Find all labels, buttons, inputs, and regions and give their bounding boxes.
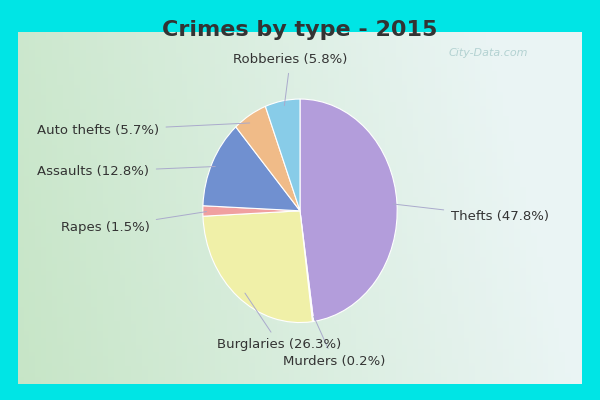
Text: Thefts (47.8%): Thefts (47.8%) (394, 204, 548, 223)
Wedge shape (265, 99, 300, 211)
Text: Assaults (12.8%): Assaults (12.8%) (37, 165, 215, 178)
Wedge shape (300, 99, 397, 322)
Wedge shape (203, 206, 300, 216)
Wedge shape (236, 106, 300, 211)
Wedge shape (300, 211, 314, 322)
Text: City-Data.com: City-Data.com (449, 48, 528, 58)
Text: Robberies (5.8%): Robberies (5.8%) (233, 54, 347, 106)
Text: Burglaries (26.3%): Burglaries (26.3%) (217, 293, 341, 351)
Wedge shape (203, 127, 300, 211)
Text: Rapes (1.5%): Rapes (1.5%) (61, 212, 206, 234)
Text: Crimes by type - 2015: Crimes by type - 2015 (163, 20, 437, 40)
Text: Auto thefts (5.7%): Auto thefts (5.7%) (37, 123, 250, 137)
Wedge shape (203, 211, 313, 322)
Text: Murders (0.2%): Murders (0.2%) (283, 316, 385, 368)
